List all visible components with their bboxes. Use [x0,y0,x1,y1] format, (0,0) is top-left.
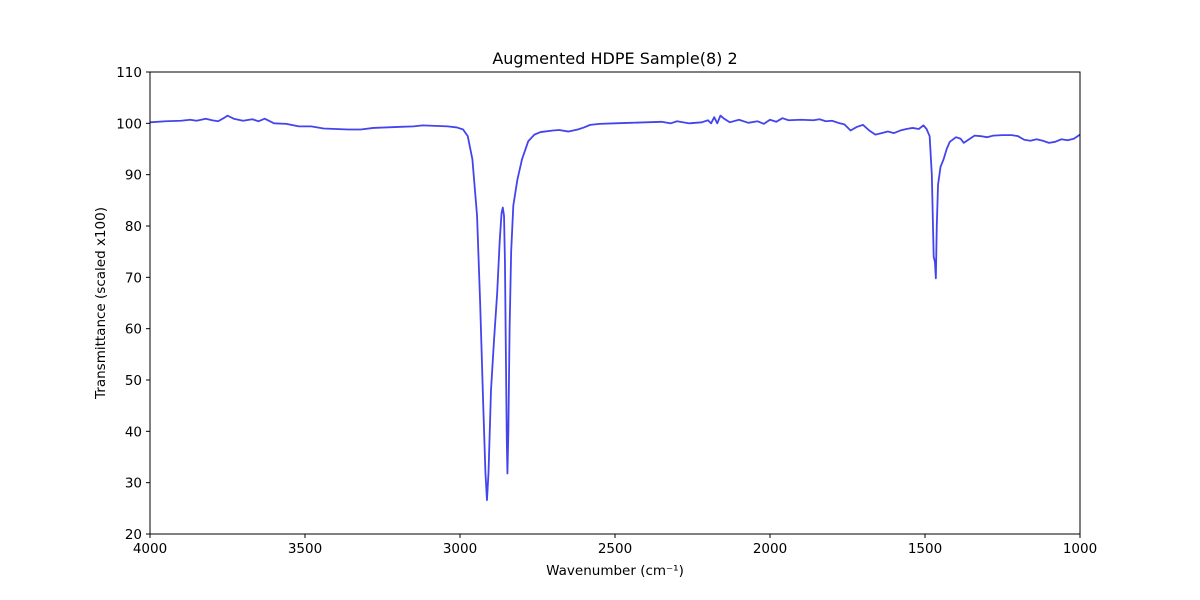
x-tick-label: 2000 [753,541,787,557]
y-tick-label: 20 [125,527,142,543]
x-tick-label: 4000 [133,541,167,557]
y-tick-label: 30 [125,476,142,492]
y-tick-label: 90 [125,168,142,184]
chart-title: Augmented HDPE Sample(8) 2 [492,49,737,68]
spectrum-line-0 [149,114,1081,502]
y-tick-label: 60 [125,322,142,338]
y-axis-ticks: 20 30 40 50 60 70 80 90 100 110 [116,65,150,543]
y-tick-label: 110 [116,65,142,81]
x-tick-label: 2500 [598,541,632,557]
y-axis-label: Transmittance (scaled x100) [93,207,109,400]
y-tick-label: 40 [125,424,142,440]
axes-frame [149,71,1081,535]
y-tick-label: 70 [125,270,142,286]
x-tick-label: 3000 [443,541,477,557]
x-axis-label: Wavenumber (cm⁻¹) [546,563,684,579]
y-tick-label: 100 [116,116,142,132]
plot-area [149,114,1081,502]
x-tick-label: 3500 [288,541,322,557]
x-tick-label: 1500 [908,541,942,557]
x-tick-label: 1000 [1063,541,1097,557]
y-tick-label: 50 [125,373,142,389]
x-axis-ticks: 4000 3500 3000 2500 2000 1500 1000 [133,534,1097,557]
y-tick-label: 80 [125,219,142,235]
